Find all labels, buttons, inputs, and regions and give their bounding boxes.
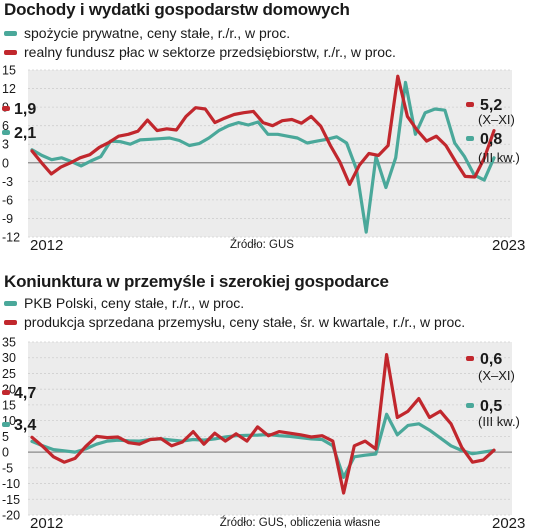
- x-end-label: 2023: [492, 515, 525, 532]
- source-label: Źródło: GUS: [230, 238, 294, 251]
- start-value-label: 2,1: [14, 125, 36, 142]
- y-tick-label: 35: [2, 336, 16, 350]
- end-note-label: (X–XI): [478, 112, 515, 127]
- plot-area: [28, 70, 512, 237]
- line-chart-household: 15129630-3-6-9-122,11,90,8(III kw.)5,2(X…: [2, 64, 525, 254]
- y-tick-label: 0: [2, 446, 9, 460]
- y-tick-label: 15: [2, 398, 16, 412]
- end-value-label: 0,8: [480, 131, 502, 148]
- end-value-label: 0,5: [480, 398, 502, 415]
- y-tick-label: 3: [2, 138, 9, 152]
- legend-label: PKB Polski, ceny stałe, r./r., w proc.: [24, 295, 245, 311]
- end-note-label: (X–XI): [478, 368, 515, 383]
- legend-item-gdp: PKB Polski, ceny stałe, r./r., w proc.: [4, 295, 244, 311]
- legend-item-consumption: spożycie prywatne, ceny stałe, r./r., w …: [4, 25, 290, 41]
- y-tick-label: -9: [2, 212, 13, 226]
- x-start-label: 2012: [30, 237, 63, 254]
- series-line: [30, 353, 496, 495]
- start-value-label: 3,4: [14, 417, 36, 434]
- end-note-label: (III kw.): [478, 414, 520, 429]
- x-start-label: 2012: [30, 515, 63, 532]
- series-line: [30, 74, 496, 187]
- legend-label: realny fundusz płac w sektorze przedsięb…: [24, 44, 396, 60]
- plot-area: [28, 342, 512, 515]
- legend-label: spożycie prywatne, ceny stałe, r./r., w …: [24, 25, 291, 41]
- start-value-label: 4,7: [14, 385, 36, 402]
- y-tick-label: -12: [2, 231, 20, 245]
- panel-household-income: Dochody i wydatki gospodarstw domowych s…: [2, 0, 525, 254]
- y-tick-label: -20: [2, 509, 20, 523]
- y-tick-label: 0: [2, 156, 9, 170]
- end-value-label: 5,2: [480, 97, 502, 114]
- source-label: Źródło: GUS, obliczenia własne: [220, 516, 380, 529]
- legend-label: produkcja sprzedana przemysłu, ceny stał…: [24, 314, 466, 330]
- y-tick-label: -6: [2, 193, 13, 207]
- chart-title: Koniunktura w przemyśle i szerokiej gosp…: [4, 272, 389, 291]
- legend-item-production: produkcja sprzedana przemysłu, ceny stał…: [4, 314, 465, 330]
- y-tick-label: -3: [2, 175, 13, 189]
- y-tick-label: 25: [2, 367, 16, 381]
- y-tick-label: -15: [2, 493, 20, 507]
- start-marker: [2, 390, 10, 395]
- chart-title: Dochody i wydatki gospodarstw domowych: [4, 0, 350, 19]
- legend-swatch-teal: [4, 30, 17, 36]
- end-marker: [466, 403, 474, 408]
- y-tick-label: 5: [2, 430, 9, 444]
- end-note-label: (III kw.): [478, 150, 520, 165]
- legend-item-wages: realny fundusz płac w sektorze przedsięb…: [4, 44, 396, 60]
- end-value-label: 0,6: [480, 351, 502, 368]
- end-marker: [466, 136, 474, 141]
- legend-swatch-red: [4, 49, 17, 55]
- x-end-label: 2023: [492, 237, 525, 254]
- series-line: [30, 412, 496, 479]
- y-tick-label: -5: [2, 461, 13, 475]
- start-marker: [2, 130, 10, 135]
- legend-swatch-red: [4, 319, 17, 325]
- panel-economy: Koniunktura w przemyśle i szerokiej gosp…: [0, 266, 536, 532]
- y-tick-label: 15: [2, 64, 16, 78]
- y-tick-label: 30: [2, 351, 16, 365]
- y-tick-label: -10: [2, 477, 20, 491]
- start-marker: [2, 106, 10, 111]
- legend-swatch-teal: [4, 300, 17, 306]
- end-marker: [466, 102, 474, 107]
- start-marker: [2, 422, 10, 427]
- end-marker: [466, 356, 474, 361]
- start-value-label: 1,9: [14, 101, 36, 118]
- y-tick-label: 12: [2, 82, 16, 96]
- y-tick-label: 6: [2, 119, 9, 133]
